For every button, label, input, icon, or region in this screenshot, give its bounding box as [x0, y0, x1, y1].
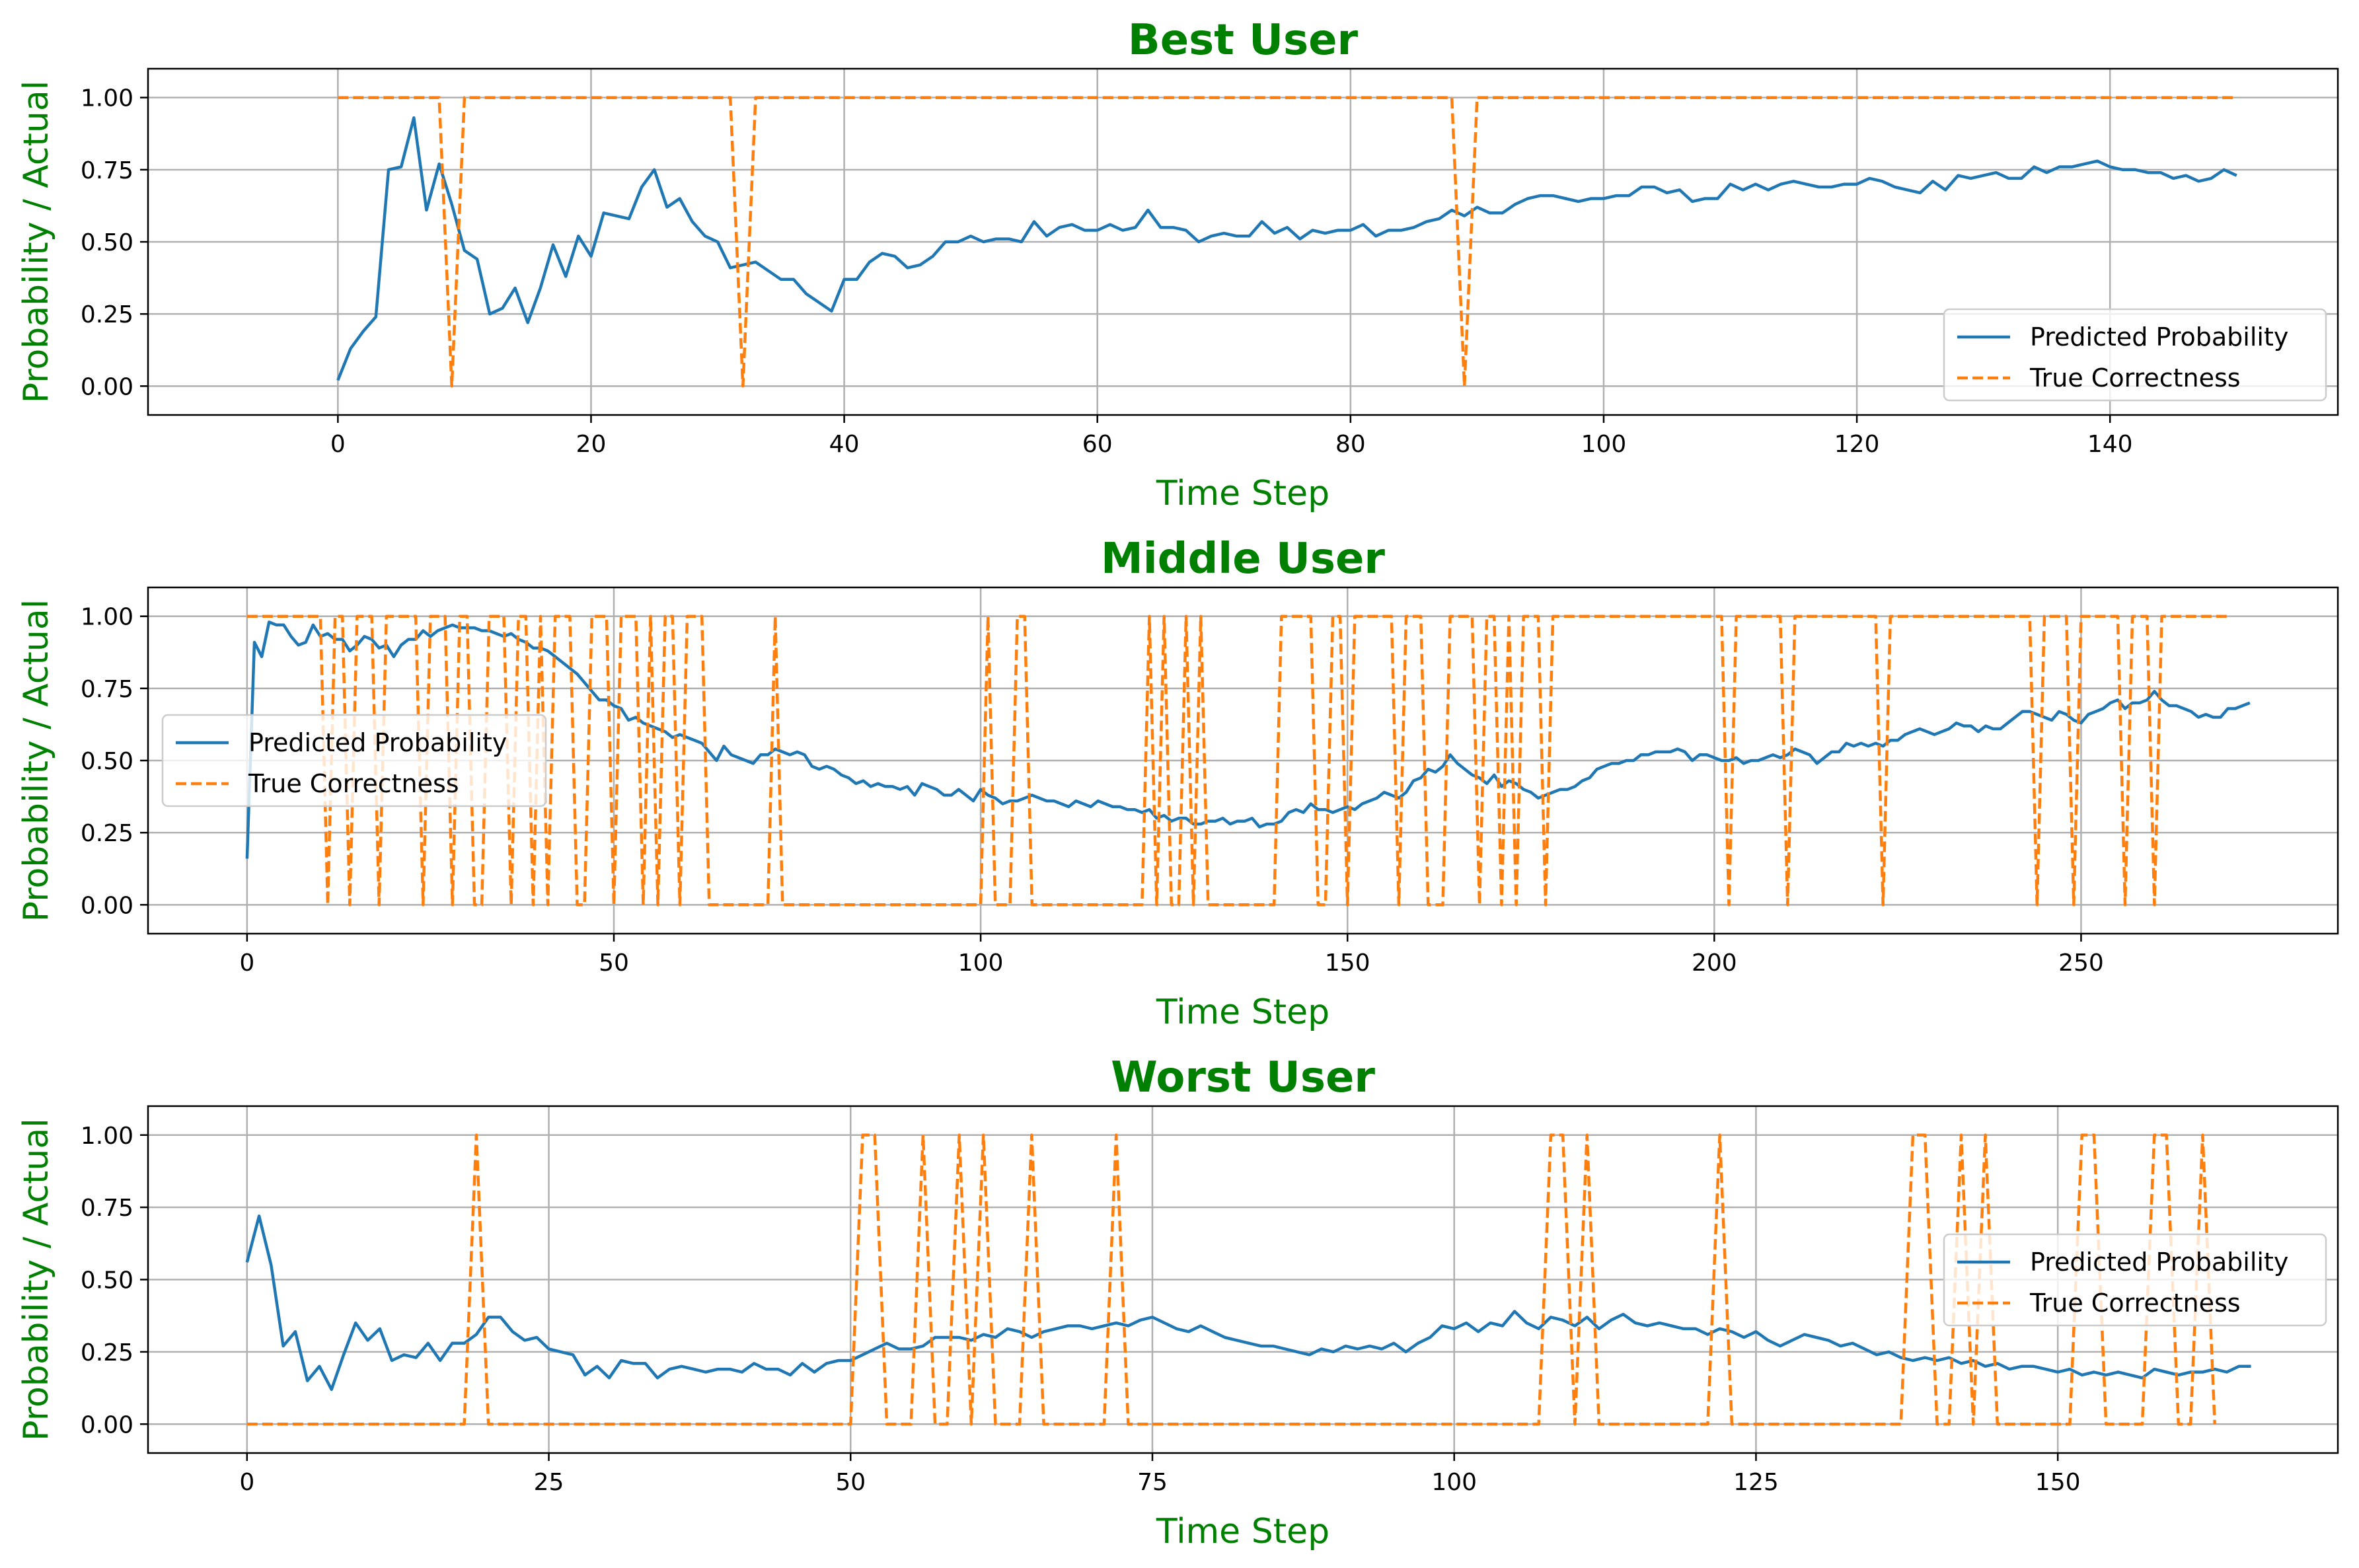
x-tick-label: 120: [1834, 431, 1880, 458]
y-tick-label: 0.75: [81, 676, 133, 703]
legend-entry-label: Predicted Probability: [2030, 1248, 2288, 1277]
legend-entry-label: True Correctness: [2029, 1288, 2241, 1318]
legend: Predicted Probability True Correctness: [1943, 308, 2327, 402]
y-tick-label: 0.25: [81, 301, 133, 328]
legend-box: [1943, 1233, 2327, 1327]
legend-box: [161, 714, 547, 807]
x-axis-label: Time Step: [1156, 992, 1329, 1032]
x-tick-label: 25: [534, 1469, 564, 1496]
y-tick-label: 1.00: [81, 604, 133, 631]
chart-title: Worst User: [1111, 1053, 1375, 1102]
chart-panel-3: 0 25 50 75 100 125 150 0.00 0.25 0.50 0.75 1.00 Wors…: [17, 1053, 2339, 1551]
predicted-probability-line: [245, 620, 2251, 859]
true-correctness-line: [246, 1133, 2216, 1426]
legend-entry-label: Predicted Probability: [2030, 322, 2288, 352]
chart-panel-1: 0 20 40 60 80 100 120 140 0.00 0.25 0.50 0.75 1.00 Be…: [17, 16, 2339, 513]
x-tick-label: 250: [2058, 950, 2104, 977]
y-axis-label: Probability / Actual: [17, 1118, 56, 1440]
true-correctness-line: [338, 96, 2237, 388]
true-correctness-line: [246, 615, 2228, 907]
x-axis-label: Time Step: [1156, 474, 1329, 513]
x-tick-label: 0: [239, 950, 254, 977]
y-tick-label: 0.00: [81, 892, 133, 919]
y-tick-label: 0.75: [81, 1195, 133, 1222]
legend-entry-label: Predicted Probability: [248, 728, 507, 757]
y-tick-label: 0.25: [81, 820, 133, 847]
x-tick-label: 150: [2035, 1469, 2081, 1496]
x-tick-label: 150: [1325, 950, 1370, 977]
x-tick-label: 60: [1082, 431, 1113, 458]
y-tick-label: 0.50: [81, 748, 133, 775]
chart-panel-2: 0 50 100 150 200 250 0.00 0.25 0.50 0.75 1.00 Middl…: [17, 535, 2339, 1032]
y-tick-label: 0.00: [81, 373, 133, 400]
y-tick-label: 0.25: [81, 1339, 133, 1366]
y-tick-label: 0.75: [81, 157, 133, 184]
y-tick-label: 0.00: [81, 1411, 133, 1438]
x-tick-label: 50: [835, 1469, 866, 1496]
x-tick-label: 75: [1137, 1469, 1168, 1496]
legend-entry-label: True Correctness: [248, 769, 459, 798]
x-tick-label: 0: [239, 1469, 254, 1496]
x-tick-label: 20: [576, 431, 607, 458]
x-tick-label: 200: [1692, 950, 1737, 977]
x-tick-label: 100: [1431, 1469, 1477, 1496]
y-tick-label: 1.00: [81, 85, 133, 112]
x-tick-label: 100: [958, 950, 1004, 977]
y-tick-label: 1.00: [81, 1123, 133, 1150]
x-axis-label: Time Step: [1156, 1512, 1329, 1551]
legend-box: [1943, 308, 2327, 402]
x-tick-label: 50: [599, 950, 629, 977]
predicted-probability-line: [245, 1214, 2251, 1392]
y-axis-label: Probability / Actual: [17, 599, 56, 922]
x-tick-label: 40: [829, 431, 860, 458]
y-tick-label: 0.50: [81, 1267, 133, 1294]
x-tick-label: 125: [1733, 1469, 1779, 1496]
y-axis-label: Probability / Actual: [17, 81, 56, 403]
legend: Predicted Probability True Correctness: [161, 714, 547, 807]
legend: Predicted Probability True Correctness: [1943, 1233, 2327, 1327]
x-tick-label: 80: [1335, 431, 1366, 458]
y-tick-label: 0.50: [81, 229, 133, 256]
x-tick-label: 100: [1581, 431, 1627, 458]
legend-entry-label: True Correctness: [2029, 363, 2241, 392]
chart-title: Best User: [1128, 16, 1359, 65]
predicted-probability-line: [336, 116, 2237, 381]
x-tick-label: 140: [2087, 431, 2133, 458]
x-tick-label: 0: [330, 431, 346, 458]
chart-title: Middle User: [1101, 535, 1385, 583]
